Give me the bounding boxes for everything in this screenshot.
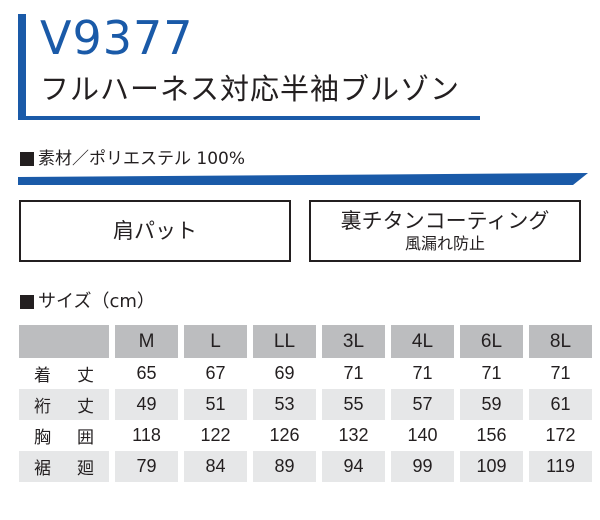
row-label: 胸囲 bbox=[34, 428, 94, 448]
table-cell: 61 bbox=[529, 389, 592, 420]
row-label: 裄丈 bbox=[19, 389, 109, 420]
table-cell: 140 bbox=[407, 425, 438, 445]
table-cell: 156 bbox=[476, 425, 507, 445]
size-column-header: M bbox=[115, 325, 178, 358]
table-cell: 67 bbox=[205, 363, 226, 383]
table-cell: 99 bbox=[391, 451, 454, 482]
table-row: 裾廻 79 84 89 94 99 109 119 bbox=[19, 451, 592, 482]
square-bullet-icon bbox=[20, 295, 34, 309]
table-cell: 79 bbox=[115, 451, 178, 482]
table-cell: 109 bbox=[460, 451, 523, 482]
table-cell: 71 bbox=[550, 363, 571, 383]
header-rule bbox=[18, 116, 480, 120]
table-cell: 172 bbox=[545, 425, 576, 445]
table-cell: 132 bbox=[338, 425, 369, 445]
table-cell: 118 bbox=[132, 425, 161, 445]
table-cell: 84 bbox=[184, 451, 247, 482]
size-column-header: 3L bbox=[322, 325, 385, 358]
table-row: 着丈 65 67 69 71 71 71 71 bbox=[19, 358, 592, 389]
table-cell: 57 bbox=[391, 389, 454, 420]
table-cell: 71 bbox=[481, 363, 502, 383]
size-column-header: LL bbox=[253, 325, 316, 358]
feature-title: 肩パット bbox=[113, 219, 197, 243]
table-cell: 89 bbox=[253, 451, 316, 482]
table-cell: 49 bbox=[115, 389, 178, 420]
table-cell: 51 bbox=[184, 389, 247, 420]
size-column-header: L bbox=[184, 325, 247, 358]
table-cell: 69 bbox=[274, 363, 295, 383]
square-bullet-icon bbox=[20, 152, 34, 166]
size-heading-text: サイズ（cm） bbox=[38, 291, 155, 312]
feature-box-titanium-coating: 裏チタンコーティング 風漏れ防止 bbox=[309, 200, 581, 262]
feature-subtitle: 風漏れ防止 bbox=[404, 234, 485, 253]
material-line: 素材／ポリエステル 100% bbox=[20, 148, 245, 170]
product-name: フルハーネス対応半袖ブルゾン bbox=[40, 72, 461, 106]
table-cell: 71 bbox=[343, 363, 364, 383]
row-label: 裾廻 bbox=[19, 451, 109, 482]
table-cell: 122 bbox=[200, 425, 231, 445]
accent-bar bbox=[18, 14, 26, 118]
size-heading: サイズ（cm） bbox=[20, 290, 155, 314]
size-header-row: M L LL 3L 4L 6L 8L bbox=[19, 325, 592, 358]
feature-title: 裏チタンコーティング bbox=[340, 209, 550, 233]
table-row: 胸囲 118 122 126 132 140 156 172 bbox=[19, 420, 592, 451]
size-column-header: 4L bbox=[391, 325, 454, 358]
model-number: V9377 bbox=[40, 11, 194, 65]
table-cell: 53 bbox=[253, 389, 316, 420]
table-cell: 71 bbox=[412, 363, 433, 383]
table-cell: 119 bbox=[529, 451, 592, 482]
table-cell: 55 bbox=[322, 389, 385, 420]
table-cell: 94 bbox=[322, 451, 385, 482]
size-column-header: 8L bbox=[529, 325, 592, 358]
material-text: 素材／ポリエステル 100% bbox=[38, 149, 246, 169]
feature-box-shoulder-pad: 肩パット bbox=[19, 200, 291, 262]
table-cell: 126 bbox=[269, 425, 300, 445]
size-column-header: 6L bbox=[460, 325, 523, 358]
size-table: M L LL 3L 4L 6L 8L 着丈 65 67 69 71 71 71 … bbox=[13, 325, 598, 482]
table-row: 裄丈 49 51 53 55 57 59 61 bbox=[19, 389, 592, 420]
corner-cell bbox=[19, 325, 109, 358]
row-label: 着丈 bbox=[34, 366, 94, 386]
slanted-blue-band bbox=[18, 173, 588, 185]
table-cell: 59 bbox=[460, 389, 523, 420]
table-cell: 65 bbox=[136, 363, 157, 383]
